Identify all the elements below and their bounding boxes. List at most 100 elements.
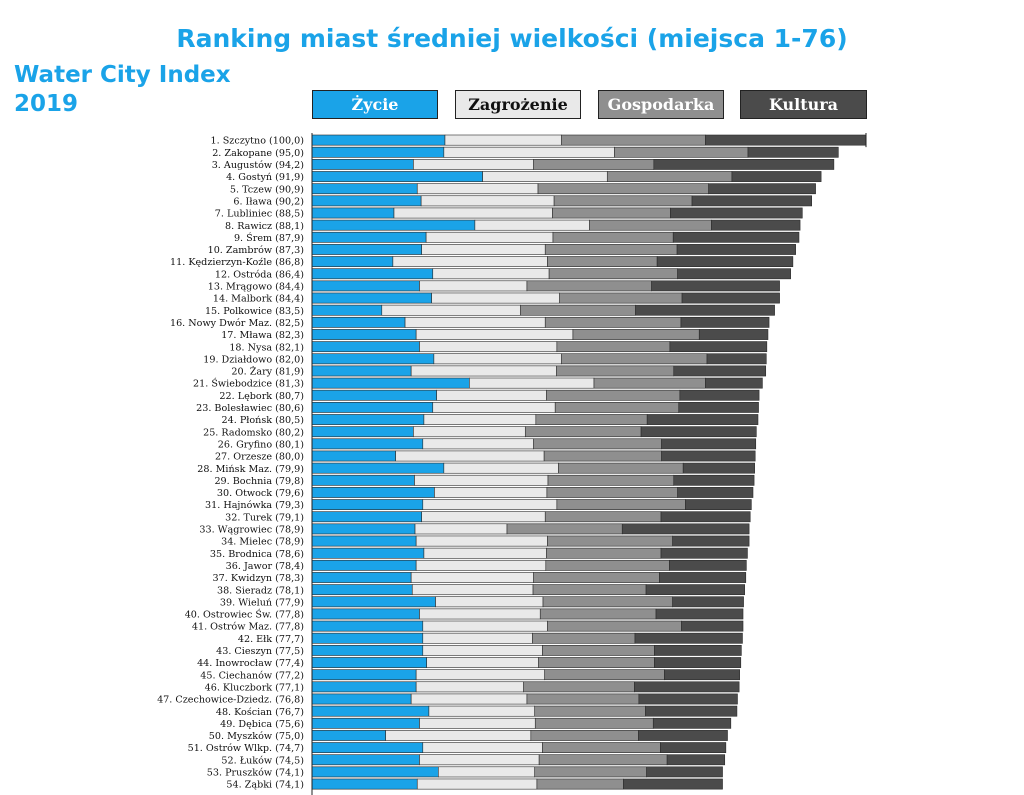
bar-segment-zagrozenie bbox=[385, 730, 532, 741]
bar-row: 2. Zakopane (95,0) bbox=[212, 146, 839, 159]
bar-segment-zycie bbox=[311, 584, 413, 596]
bar-segment-zycie bbox=[311, 401, 434, 413]
bar-segment-gospodarka bbox=[589, 219, 712, 231]
bar-segment-gospodarka bbox=[542, 644, 655, 656]
bar-segment-zycie bbox=[311, 474, 415, 486]
bar-segment-zycie bbox=[311, 717, 420, 729]
row-label: 26. Gryfino (80,1) bbox=[218, 439, 304, 450]
row-label: 16. Nowy Dwór Maz. (82,5) bbox=[170, 318, 304, 329]
bar-row: 1. Szczytno (100,0) bbox=[211, 134, 867, 147]
bar-segment-zycie bbox=[311, 365, 412, 377]
bar-segment-zagrozenie bbox=[474, 219, 590, 231]
bar-segment-gospodarka bbox=[536, 778, 624, 790]
bar-segment-gospodarka bbox=[544, 511, 662, 523]
row-label: 42. Ełk (77,7) bbox=[238, 634, 304, 645]
bar-row: 11. Kędzierzyn-Koźle (86,8) bbox=[170, 256, 794, 268]
bar-segment-gospodarka bbox=[534, 717, 654, 729]
row-label: 9. Śrem (87,9) bbox=[234, 232, 304, 244]
chart-title: Ranking miast średniej wielkości (miejsc… bbox=[176, 24, 848, 53]
row-label: 51. Ostrów Wlkp. (74,7) bbox=[188, 743, 304, 754]
bar-segment-gospodarka bbox=[544, 244, 678, 255]
bar-segment-zagrozenie bbox=[381, 304, 521, 316]
row-label: 31. Hajnówka (79,3) bbox=[205, 500, 304, 511]
row-label: 37. Kwidzyn (78,3) bbox=[213, 573, 304, 584]
row-label: 3. Augustów (94,2) bbox=[212, 160, 304, 171]
row-label: 35. Brodnica (78,6) bbox=[210, 549, 304, 560]
bar-segment-kultura bbox=[655, 608, 744, 620]
row-label: 46. Kluczbork (77,1) bbox=[205, 682, 304, 693]
bar-segment-zycie bbox=[311, 487, 435, 498]
bar-segment-kultura bbox=[640, 426, 757, 438]
bar-segment-zagrozenie bbox=[419, 754, 540, 766]
legend-zycie: Życie bbox=[312, 90, 438, 119]
bar-segment-zycie bbox=[311, 523, 416, 535]
bar-segment-kultura bbox=[646, 414, 759, 425]
bar-segment-kultura bbox=[698, 329, 769, 340]
bar-segment-zagrozenie bbox=[436, 389, 547, 401]
bar-segment-kultura bbox=[623, 778, 723, 790]
bar-row: 36. Jawor (78,4) bbox=[226, 559, 747, 572]
bar-segment-zagrozenie bbox=[425, 231, 554, 243]
bar-row: 31. Hajnówka (79,3) bbox=[205, 499, 752, 511]
bar-segment-zycie bbox=[311, 620, 424, 632]
bar-segment-kultura bbox=[676, 244, 796, 255]
bar-row: 14. Malbork (84,4) bbox=[213, 292, 780, 305]
bar-segment-kultura bbox=[673, 474, 755, 486]
bar-segment-gospodarka bbox=[519, 304, 636, 316]
bar-segment-kultura bbox=[638, 693, 738, 705]
bar-segment-zycie bbox=[311, 219, 476, 231]
bar-row: 4. Gostyń (91,9) bbox=[226, 171, 822, 183]
bar-segment-zagrozenie bbox=[422, 438, 534, 450]
bar-segment-kultura bbox=[673, 365, 767, 377]
bar-segment-gospodarka bbox=[526, 280, 652, 292]
bar-segment-zycie bbox=[311, 669, 417, 681]
bar-row: 37. Kwidzyn (78,3) bbox=[213, 572, 747, 584]
bar-segment-zagrozenie bbox=[426, 657, 539, 668]
bar-segment-kultura bbox=[672, 596, 744, 608]
bar-segment-zagrozenie bbox=[421, 244, 546, 255]
bar-segment-zycie bbox=[311, 705, 430, 717]
bar-row: 53. Pruszków (74,1) bbox=[207, 766, 723, 779]
bar-segment-kultura bbox=[652, 717, 732, 729]
bar-segment-gospodarka bbox=[546, 547, 662, 559]
row-label: 39. Wieluń (77,9) bbox=[220, 597, 304, 608]
bar-segment-gospodarka bbox=[533, 572, 660, 583]
bar-segment-zagrozenie bbox=[404, 316, 546, 328]
bar-row: 10. Zambrów (87,3) bbox=[208, 244, 796, 256]
row-label: 32. Turek (79,1) bbox=[225, 512, 304, 523]
row-label: 50. Myszków (75,0) bbox=[209, 731, 304, 742]
row-label: 22. Lębork (80,7) bbox=[219, 391, 304, 402]
row-label: 54. Ząbki (74,1) bbox=[226, 780, 304, 791]
bar-segment-zagrozenie bbox=[443, 146, 615, 158]
bar-segment-zycie bbox=[311, 596, 436, 608]
bar-segment-gospodarka bbox=[606, 171, 733, 182]
row-label: 14. Malbork (84,4) bbox=[213, 294, 304, 305]
bar-segment-zycie bbox=[311, 159, 414, 170]
bar-segment-gospodarka bbox=[532, 584, 647, 596]
bar-segment-gospodarka bbox=[530, 730, 639, 741]
bar-segment-zycie bbox=[311, 535, 417, 547]
row-label: 48. Kościan (76,7) bbox=[216, 707, 304, 718]
row-label: 10. Zambrów (87,3) bbox=[208, 245, 304, 256]
bar-segment-zagrozenie bbox=[419, 341, 558, 353]
bar-segment-zagrozenie bbox=[438, 766, 536, 778]
bar-segment-gospodarka bbox=[546, 389, 681, 401]
bar-segment-zycie bbox=[311, 766, 439, 778]
bar-segment-zycie bbox=[311, 292, 432, 304]
bar-segment-zagrozenie bbox=[482, 171, 608, 182]
bar-segment-kultura bbox=[660, 511, 751, 523]
bar-segment-zycie bbox=[311, 462, 445, 474]
bar-segment-gospodarka bbox=[552, 231, 674, 243]
bar-row: 48. Kościan (76,7) bbox=[216, 705, 738, 718]
bar-segment-zagrozenie bbox=[428, 705, 536, 717]
bar-segment-gospodarka bbox=[547, 256, 658, 267]
bar-row: 22. Lębork (80,7) bbox=[219, 389, 760, 402]
row-label: 2. Zakopane (95,0) bbox=[212, 148, 304, 159]
bar-row: 21. Świebodzice (81,3) bbox=[193, 377, 763, 390]
bar-segment-zagrozenie bbox=[410, 365, 557, 377]
bar-segment-zycie bbox=[311, 632, 424, 644]
bar-segment-gospodarka bbox=[533, 159, 655, 170]
bar-segment-zagrozenie bbox=[415, 681, 524, 693]
row-label: 17. Mława (82,3) bbox=[221, 330, 304, 341]
